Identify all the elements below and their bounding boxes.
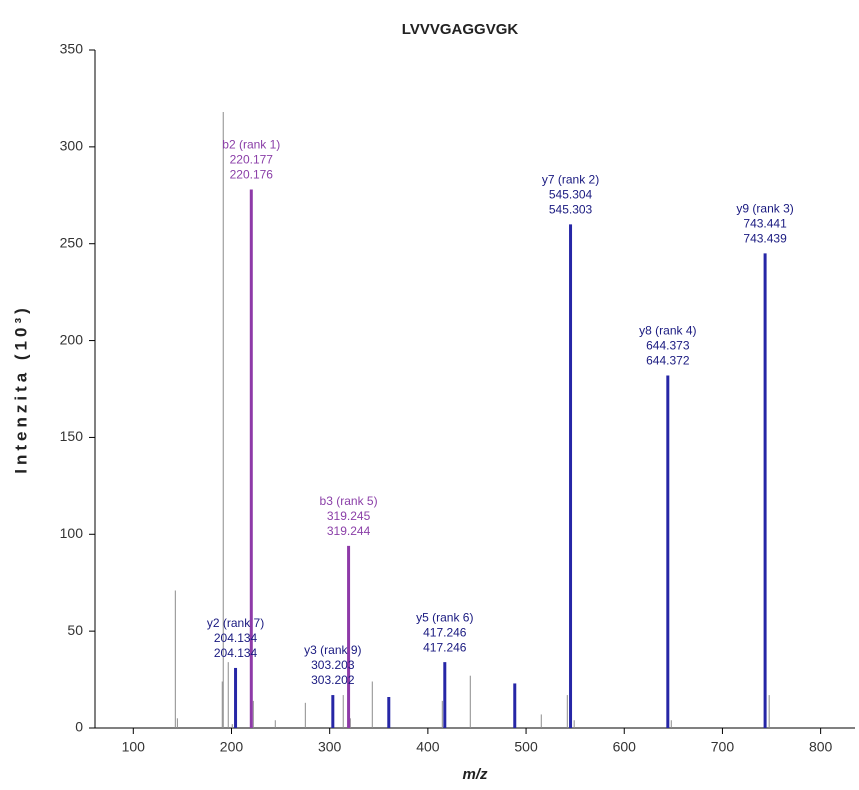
y-tick-label: 350: [60, 41, 84, 57]
y-tick-label: 250: [60, 234, 84, 250]
peak-mz-label: 417.246: [423, 640, 467, 654]
x-tick-label: 500: [514, 739, 538, 755]
peak-label: b3 (rank 5): [320, 494, 378, 508]
peak-mz-label: 204.134: [214, 631, 258, 645]
x-tick-label: 800: [809, 739, 833, 755]
x-axis-label: m/z: [462, 766, 488, 783]
y-tick-label: 200: [60, 331, 84, 347]
x-tick-label: 600: [613, 739, 637, 755]
x-tick-label: 700: [711, 739, 735, 755]
peak-label: y9 (rank 3): [736, 202, 793, 216]
peak-mz-label: 204.134: [214, 646, 258, 660]
peak-mz-label: 220.177: [230, 153, 274, 167]
peak-label: y3 (rank 9): [304, 643, 361, 657]
peak-mz-label: 545.304: [549, 188, 593, 202]
peak-mz-label: 743.441: [743, 217, 787, 231]
peak-label: y8 (rank 4): [639, 324, 696, 338]
y-axis-label: Intenzita (10³): [11, 304, 30, 474]
peak-mz-label: 644.373: [646, 339, 690, 353]
x-tick-label: 100: [122, 739, 146, 755]
y-tick-label: 300: [60, 138, 84, 154]
x-tick-label: 200: [220, 739, 244, 755]
peak-label: y5 (rank 6): [416, 610, 473, 624]
y-tick-label: 50: [67, 622, 83, 638]
peak-mz-label: 319.245: [327, 509, 371, 523]
x-tick-label: 300: [318, 739, 342, 755]
peak-mz-label: 644.372: [646, 354, 690, 368]
peak-mz-label: 417.246: [423, 625, 467, 639]
peak-mz-label: 303.202: [311, 673, 355, 687]
y-tick-label: 150: [60, 428, 84, 444]
peak-mz-label: 220.176: [230, 168, 274, 182]
peak-mz-label: 545.303: [549, 203, 593, 217]
y-tick-label: 100: [60, 525, 84, 541]
peak-mz-label: 743.439: [743, 232, 787, 246]
peak-mz-label: 303.203: [311, 658, 355, 672]
peak-label: b2 (rank 1): [222, 138, 280, 152]
peak-label: y2 (rank 7): [207, 616, 264, 630]
chart-title: LVVVGAGGVGK: [402, 21, 519, 38]
y-tick-label: 0: [75, 719, 83, 735]
peak-mz-label: 319.244: [327, 524, 371, 538]
peak-label: y7 (rank 2): [542, 173, 599, 187]
x-tick-label: 400: [416, 739, 440, 755]
